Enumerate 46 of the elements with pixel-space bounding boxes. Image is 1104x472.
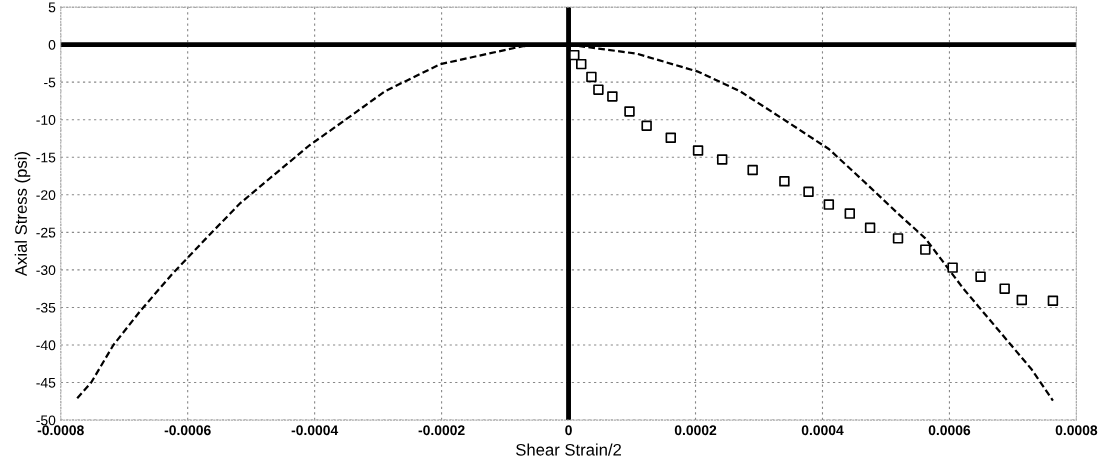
x-tick-label: 0 <box>565 425 572 436</box>
point <box>823 199 835 210</box>
point <box>1047 295 1059 306</box>
y-tick-label: -15 <box>36 152 56 163</box>
point <box>665 132 676 143</box>
y-tick-label: -20 <box>36 190 56 200</box>
point <box>692 145 704 156</box>
y-tick-label: -40 <box>36 340 56 351</box>
y-tick-label: -30 <box>36 265 56 276</box>
point <box>892 233 904 244</box>
y-tick-label: -5 <box>44 77 56 88</box>
y-tick-label: 0 <box>48 39 56 50</box>
x-axis-title: Shear Strain/2 <box>516 443 621 456</box>
point <box>947 262 958 273</box>
point <box>920 244 931 255</box>
x-tick-label: 0.0006 <box>928 425 971 436</box>
point <box>779 176 790 187</box>
y-tick-label: -45 <box>36 378 56 388</box>
x-tick-label: -0.0004 <box>291 425 339 436</box>
point <box>747 164 758 176</box>
y-tick-label: -25 <box>36 227 56 238</box>
point <box>999 283 1010 294</box>
point <box>803 186 814 198</box>
x-tick-label: 0.0002 <box>674 425 717 436</box>
point <box>975 271 986 282</box>
y-tick-label: -10 <box>36 115 56 125</box>
point <box>593 84 604 95</box>
point <box>624 106 635 117</box>
x-tick-label: 0.0004 <box>801 425 844 436</box>
point <box>1016 294 1028 306</box>
point <box>569 49 580 61</box>
x-tick-label: 0.0008 <box>1055 425 1098 436</box>
y-tick-label: 5 <box>48 2 56 13</box>
x-tick-label: -0.0002 <box>418 425 465 436</box>
point <box>844 208 856 219</box>
point <box>864 222 876 234</box>
y-tick-label: -50 <box>36 415 56 426</box>
point <box>607 91 618 102</box>
y-axis-title: Axial Stress (psi) <box>14 152 31 277</box>
x-tick-label: -0.0008 <box>37 425 84 436</box>
point <box>586 71 597 83</box>
point <box>641 120 652 131</box>
y-tick-label: -35 <box>36 302 56 313</box>
x-tick-label: -0.0006 <box>164 425 211 436</box>
point <box>576 58 587 70</box>
point <box>716 154 728 165</box>
